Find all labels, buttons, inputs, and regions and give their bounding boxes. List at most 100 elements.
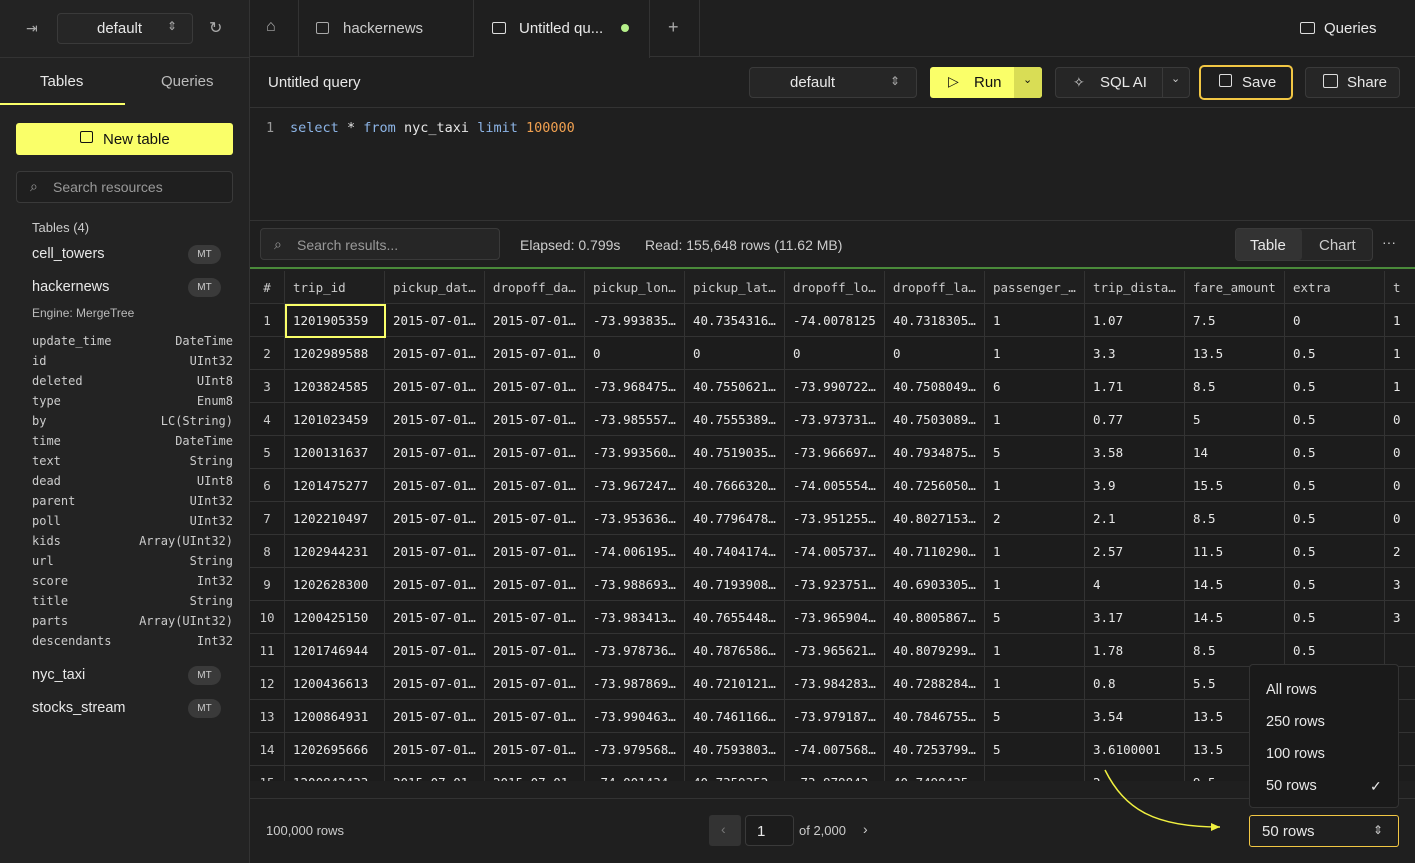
table-cell[interactable]: 2015-07-01…	[385, 700, 485, 733]
table-cell[interactable]: 5	[985, 733, 1085, 766]
table-cell[interactable]: -73.965621…	[785, 634, 885, 667]
table-cell[interactable]: -73.993835…	[585, 304, 685, 337]
code-line[interactable]: select*fromnyc_taxilimit100000	[290, 120, 575, 136]
table-cell[interactable]: 2015-07-01…	[385, 436, 485, 469]
table-cell[interactable]: 1.07	[1085, 304, 1185, 337]
table-cell[interactable]: -73.953636…	[585, 502, 685, 535]
table-cell[interactable]: -73.979187…	[785, 700, 885, 733]
table-cell[interactable]: 40.7508049…	[885, 370, 985, 403]
table-cell[interactable]: 40.7498435…	[885, 766, 985, 781]
table-cell[interactable]: 0.5	[1285, 469, 1385, 502]
table-cell[interactable]: 8.5	[1185, 634, 1285, 667]
page-input[interactable]	[745, 815, 794, 846]
table-cell[interactable]: -73.985557…	[585, 403, 685, 436]
table-cell[interactable]: 40.7210121…	[685, 667, 785, 700]
table-cell[interactable]: 1.71	[1085, 370, 1185, 403]
table-cell[interactable]: 40.7593803…	[685, 733, 785, 766]
table-cell[interactable]: 1200425150	[285, 601, 385, 634]
table-cell[interactable]: 1200436613	[285, 667, 385, 700]
table-cell[interactable]: 40.7555389…	[685, 403, 785, 436]
table-cell[interactable]: -73.990463…	[585, 700, 685, 733]
table-cell[interactable]: 40.7288284…	[885, 667, 985, 700]
table-cell[interactable]: -74.005554…	[785, 469, 885, 502]
table-cell[interactable]: -73.979568…	[585, 733, 685, 766]
table-cell[interactable]: 40.6903305…	[885, 568, 985, 601]
table-cell[interactable]: 0.5	[1285, 634, 1385, 667]
table-cell[interactable]: 1	[985, 403, 1085, 436]
table-cell[interactable]: 40.7519035…	[685, 436, 785, 469]
table-name[interactable]: hackernews	[32, 279, 109, 295]
table-cell[interactable]: 13.5	[1185, 337, 1285, 370]
table-cell[interactable]: 0.5	[1285, 337, 1385, 370]
table-cell[interactable]: 0.5	[1285, 502, 1385, 535]
table-cell[interactable]: 1201746944	[285, 634, 385, 667]
table-cell[interactable]: 1	[985, 535, 1085, 568]
dropdown-option[interactable]: 50 rows	[1266, 778, 1317, 794]
queries-button[interactable]: Queries	[1324, 20, 1377, 37]
table-cell[interactable]: 40.7876586…	[685, 634, 785, 667]
table-cell[interactable]: 2	[1385, 535, 1415, 568]
view-option[interactable]: Table	[1250, 237, 1286, 254]
table-cell[interactable]: 1201475277	[285, 469, 385, 502]
table-cell[interactable]: 4	[1085, 568, 1185, 601]
table-cell[interactable]: 2015-07-01…	[385, 667, 485, 700]
table-cell[interactable]: 0.5	[1285, 568, 1385, 601]
table-cell[interactable]: 2015-07-01…	[385, 634, 485, 667]
table-cell[interactable]: 1200864931	[285, 700, 385, 733]
table-cell[interactable]: 0	[585, 337, 685, 370]
table-cell[interactable]: -73.923751…	[785, 568, 885, 601]
table-cell[interactable]: 1	[1385, 370, 1415, 403]
table-cell[interactable]: 8.5	[1185, 502, 1285, 535]
table-cell[interactable]: 2015-07-01…	[485, 436, 585, 469]
table-cell[interactable]: 40.7354316…	[685, 304, 785, 337]
table-cell[interactable]: 15.5	[1185, 469, 1285, 502]
table-cell[interactable]: 2015-07-01…	[385, 469, 485, 502]
table-cell[interactable]: 40.8027153…	[885, 502, 985, 535]
table-cell[interactable]: 40.7503089…	[885, 403, 985, 436]
table-cell[interactable]: 0	[1385, 502, 1415, 535]
table-cell[interactable]: 3.54	[1085, 700, 1185, 733]
table-cell[interactable]: 40.7461166…	[685, 700, 785, 733]
next-page[interactable]: ›	[863, 821, 868, 837]
table-cell[interactable]: 3	[1385, 601, 1415, 634]
table-cell[interactable]: 1	[985, 568, 1085, 601]
table-cell[interactable]: 0.77	[1085, 403, 1185, 436]
table-cell[interactable]: 0	[685, 337, 785, 370]
table-cell[interactable]: 40.7666320…	[685, 469, 785, 502]
more-menu[interactable]: ···	[1382, 234, 1396, 250]
table-cell[interactable]: 1	[985, 667, 1085, 700]
table-cell[interactable]: 2015-07-01…	[485, 337, 585, 370]
table-cell[interactable]: 2015-07-01…	[485, 700, 585, 733]
view-option[interactable]: Chart	[1319, 237, 1356, 254]
table-cell[interactable]: -74.001434…	[585, 766, 685, 781]
home-icon[interactable]: ⌂	[266, 18, 276, 36]
table-cell[interactable]: 40.8005867…	[885, 601, 985, 634]
table-cell[interactable]: 2015-07-01…	[385, 568, 485, 601]
dropdown-option[interactable]: All rows	[1266, 682, 1317, 698]
table-cell[interactable]: -73.983413…	[585, 601, 685, 634]
table-cell[interactable]	[1385, 634, 1415, 667]
table-cell[interactable]: 3.17	[1085, 601, 1185, 634]
table-cell[interactable]: 14.5	[1185, 601, 1285, 634]
table-cell[interactable]: 40.7655448…	[685, 601, 785, 634]
table-cell[interactable]: 0.5	[1285, 370, 1385, 403]
table-cell[interactable]: 0	[785, 337, 885, 370]
table-cell[interactable]: 2015-07-01…	[385, 403, 485, 436]
table-cell[interactable]: 1	[985, 337, 1085, 370]
table-cell[interactable]: -73.978736…	[585, 634, 685, 667]
table-cell[interactable]: 2015-07-01…	[485, 733, 585, 766]
table-name[interactable]: cell_towers	[32, 246, 105, 262]
table-cell[interactable]	[985, 766, 1085, 781]
table-cell[interactable]: 2015-07-01…	[485, 535, 585, 568]
table-cell[interactable]: 40.7846755…	[885, 700, 985, 733]
table-cell[interactable]: 2015-07-01…	[385, 304, 485, 337]
collapse-icon[interactable]: ⇥	[26, 20, 38, 37]
table-cell[interactable]: 1.78	[1085, 634, 1185, 667]
table-cell[interactable]: -73.965904…	[785, 601, 885, 634]
table-cell[interactable]: 0	[1385, 469, 1415, 502]
table-cell[interactable]: 2015-07-01…	[485, 469, 585, 502]
table-cell[interactable]: 1202695666	[285, 733, 385, 766]
table-cell[interactable]: 0.5	[1285, 535, 1385, 568]
table-cell[interactable]: 2015-07-01…	[385, 766, 485, 781]
table-cell[interactable]: 1	[985, 304, 1085, 337]
